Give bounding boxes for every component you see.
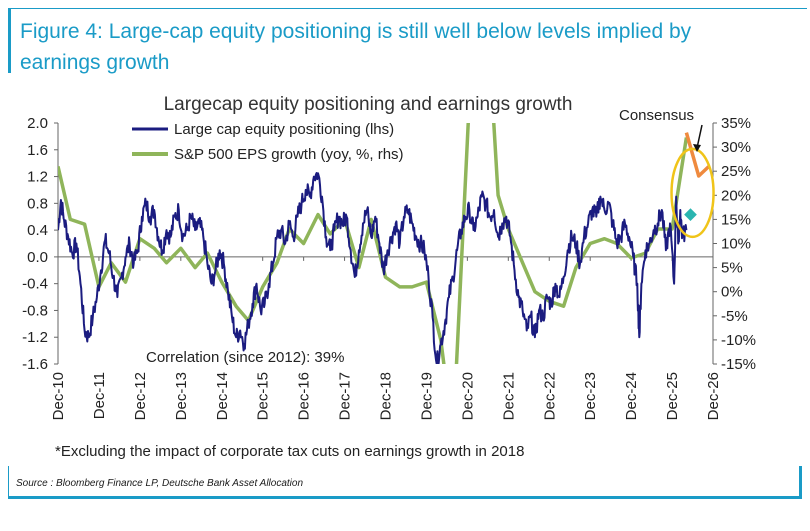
y-left-tick-label: 1.6	[27, 142, 48, 159]
positioning-line	[58, 172, 688, 364]
consensus-arrow-head	[693, 144, 701, 152]
y-right-tick-label: -15%	[721, 356, 756, 373]
figure-footer-frame	[8, 466, 802, 499]
x-tick-label: Dec-10	[50, 372, 67, 420]
consensus-line	[684, 132, 711, 178]
x-tick-label: Dec-22	[541, 372, 558, 420]
y-right-tick-label: 0%	[721, 284, 743, 301]
y-right-tick-label: 30%	[721, 139, 751, 156]
y-left-tick-label: 0.0	[27, 249, 48, 266]
x-tick-label: Dec-16	[296, 372, 313, 420]
legend-positioning-label: Large cap equity positioning (lhs)	[174, 121, 394, 138]
y-left-tick-label: -0.4	[22, 276, 48, 293]
x-tick-label: Dec-23	[582, 372, 599, 420]
positioning-series	[58, 172, 688, 364]
x-tick-label: Dec-26	[705, 372, 722, 420]
y-left-tick-label: 2.0	[27, 115, 48, 132]
y-left-tick-label: -1.6	[22, 356, 48, 373]
consensus-label: Consensus	[619, 107, 694, 124]
y-left-tick-label: -0.8	[22, 302, 48, 319]
y-left-tick-label: 1.2	[27, 169, 48, 186]
y-right-tick-label: 15%	[721, 211, 751, 228]
x-tick-label: Dec-25	[664, 372, 681, 420]
x-tick-label: Dec-24	[623, 372, 640, 420]
figure-header-frame	[8, 8, 807, 73]
y-right-tick-label: 20%	[721, 187, 751, 204]
consensus	[670, 124, 715, 239]
x-tick-label: Dec-18	[378, 372, 395, 420]
y-left-tick-label: 0.8	[27, 195, 48, 212]
y-right-tick-label: 25%	[721, 163, 751, 180]
legend-eps-label: S&P 500 EPS growth (yoy, %, rhs)	[174, 146, 404, 163]
figure-title: Figure 4: Large-cap equity positioning i…	[20, 20, 692, 74]
x-tick-label: Dec-14	[214, 372, 231, 420]
y-right-tick-label: 35%	[721, 115, 751, 132]
x-tick-label: Dec-15	[255, 372, 272, 420]
axes: 2.0 1.6 1.2 0.8 0.4 0.0 -0.4 -0.8 -1.2 -1.6 35% 30%…	[22, 115, 756, 420]
consensus-highlight-ellipse	[670, 147, 715, 239]
y-left-tick-label: -1.2	[22, 329, 48, 346]
legend: Large cap equity positioning (lhs) S&P 5…	[132, 121, 404, 163]
x-tick-label: Dec-19	[418, 372, 435, 420]
consensus-arrow-shaft	[696, 124, 703, 149]
correlation-annotation: Correlation (since 2012): 39%	[146, 349, 344, 366]
footnote: *Excluding the impact of corporate tax c…	[55, 443, 524, 460]
source-note: Source : Bloomberg Finance LP, Deutsche …	[16, 478, 304, 489]
x-tick-label: Dec-17	[337, 372, 354, 420]
y-left-tick-label: 0.4	[27, 222, 48, 239]
consensus-marker	[684, 208, 697, 221]
x-tick-label: Dec-20	[459, 372, 476, 420]
x-tick-label: Dec-12	[132, 372, 149, 420]
x-tick-label: Dec-21	[500, 372, 517, 420]
x-tick-label: Dec-13	[173, 372, 190, 420]
chart-title: Largecap equity positioning and earnings…	[164, 94, 573, 115]
y-right-tick-label: -5%	[721, 308, 748, 325]
y-right-tick-label: 10%	[721, 236, 751, 253]
x-tick-label: Dec-11	[91, 372, 108, 419]
y-right-tick-label: 5%	[721, 260, 743, 277]
y-right-tick-label: -10%	[721, 332, 756, 349]
